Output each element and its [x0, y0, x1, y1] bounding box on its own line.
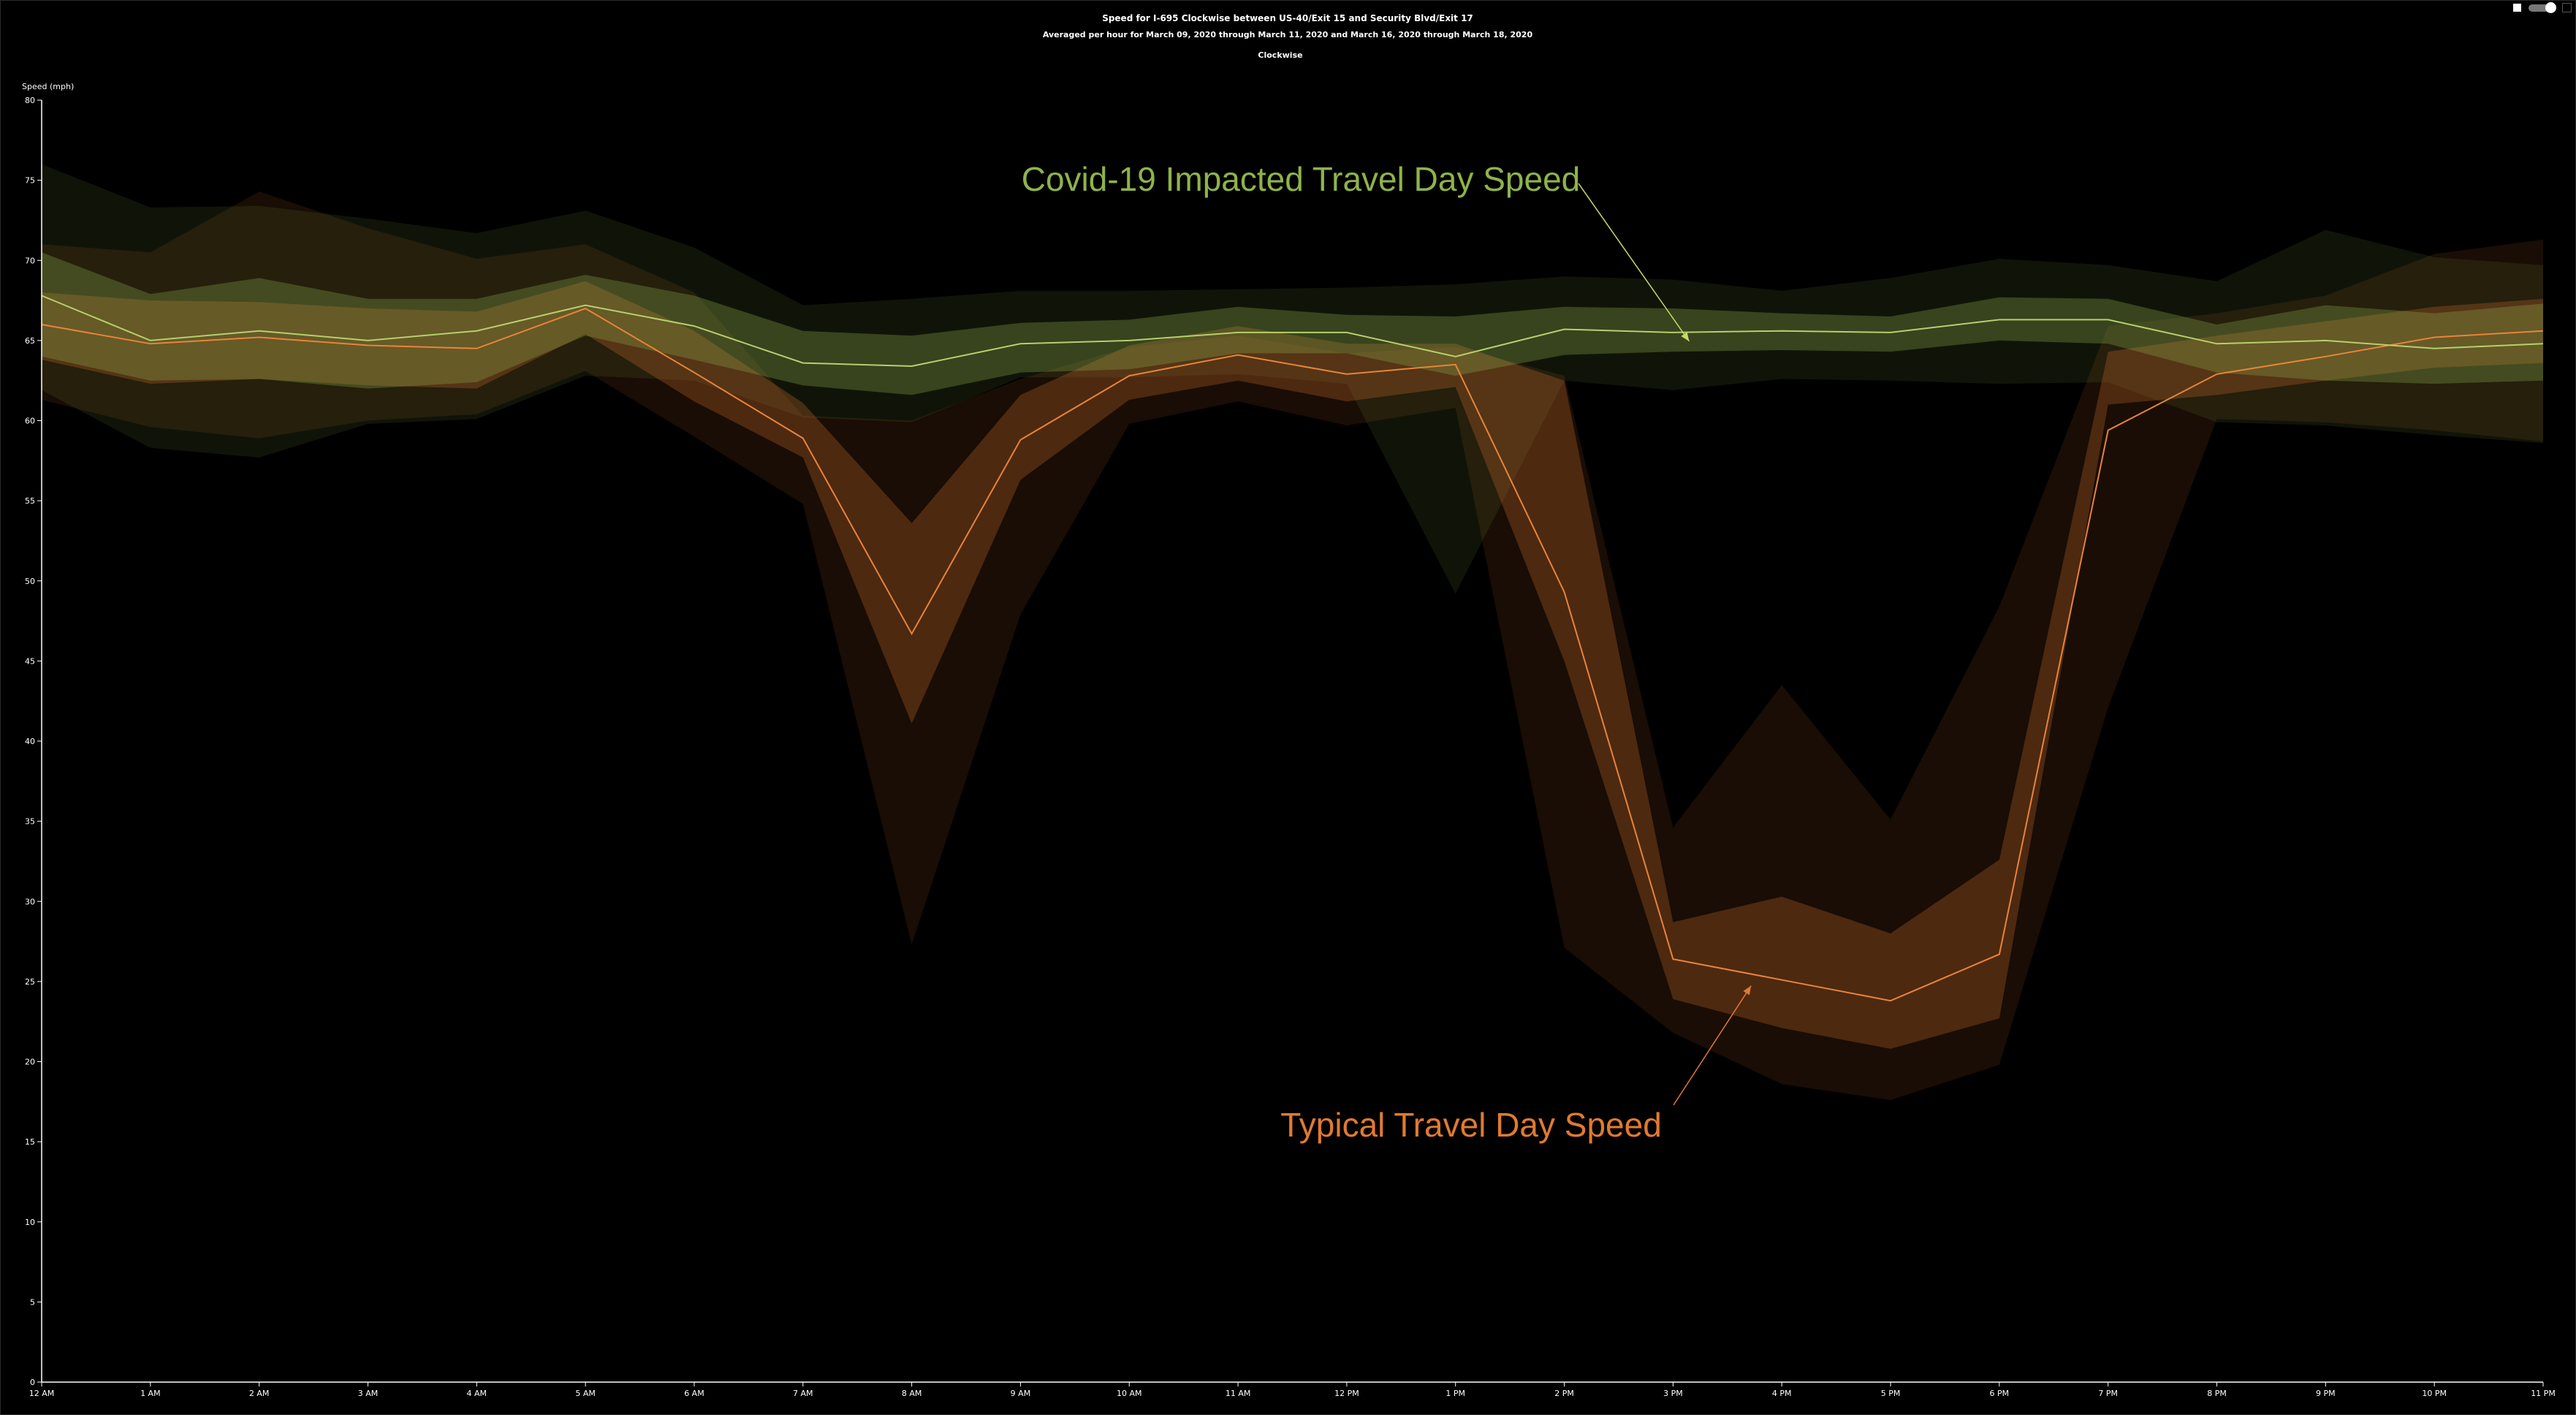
x-tick-label: 8 AM: [902, 1389, 922, 1398]
x-tick-label: 9 PM: [2316, 1389, 2336, 1398]
chart-header: Speed for I-695 Clockwise between US-40/…: [1043, 13, 1533, 60]
covid-series-line: [41, 295, 2544, 368]
y-tick-label: 70: [25, 256, 35, 265]
x-tick-label: 7 PM: [2098, 1389, 2118, 1398]
x-tick-label: 10 AM: [1117, 1389, 1142, 1398]
direction-label: Clockwise: [1258, 50, 1302, 60]
y-tick-label: 25: [25, 977, 35, 987]
toggle-knob-icon: [2545, 1, 2556, 13]
x-tick-label: 9 AM: [1011, 1389, 1031, 1398]
y-tick-label: 5: [30, 1297, 35, 1307]
y-tick-label: 15: [25, 1137, 35, 1147]
annotation-covid-arrowhead: [1681, 332, 1690, 341]
x-tick-label: 5 PM: [1881, 1389, 1901, 1398]
y-tick-label: 0: [30, 1378, 35, 1387]
x-tick-label: 4 AM: [467, 1389, 487, 1398]
x-tick-label: 6 AM: [684, 1389, 704, 1398]
band-layer: [42, 164, 2543, 1101]
y-tick-label: 60: [25, 417, 35, 426]
x-tick-label: 7 AM: [793, 1389, 813, 1398]
x-tick-label: 8 PM: [2207, 1389, 2227, 1398]
y-tick-label: 35: [25, 817, 35, 827]
covid-inner-band: [42, 252, 2543, 395]
chart-title: Speed for I-695 Clockwise between US-40/…: [1102, 13, 1473, 23]
typical-series-line: [41, 307, 2544, 1002]
y-tick-label: 75: [25, 176, 35, 186]
x-tick-label: 11 AM: [1226, 1389, 1251, 1398]
x-tick-label: 3 AM: [358, 1389, 379, 1398]
x-tick-label: 3 PM: [1663, 1389, 1683, 1398]
x-tick-label: 1 PM: [1445, 1389, 1465, 1398]
x-tick-label: 2 AM: [249, 1389, 270, 1398]
x-tick-label: 5 AM: [575, 1389, 596, 1398]
typical-inner-band: [42, 281, 2543, 1049]
y-tick-label: 10: [25, 1218, 35, 1227]
y-axis-label: Speed (mph): [22, 82, 74, 91]
y-tick-label: 55: [25, 496, 35, 506]
x-tick-label: 12 PM: [1334, 1389, 1359, 1398]
y-tick-label: 20: [25, 1058, 35, 1067]
toggle-switch[interactable]: [2528, 1, 2556, 13]
y-tick-label: 45: [25, 656, 35, 666]
y-tick-label: 50: [25, 577, 35, 586]
annotation-covid-arrow: [1578, 183, 1690, 342]
chart-subtitle: Averaged per hour for March 09, 2020 thr…: [1043, 30, 1533, 39]
y-tick-label: 40: [25, 737, 35, 746]
expand-icon[interactable]: [2562, 3, 2572, 12]
x-tick-label: 10 PM: [2422, 1389, 2447, 1398]
x-tick-label: 4 PM: [1772, 1389, 1792, 1398]
x-tick-label: 1 AM: [140, 1389, 161, 1398]
typical-outer-band: [42, 191, 2543, 1101]
y-tick-label: 30: [25, 897, 35, 906]
window-controls: [2513, 1, 2572, 13]
annotation-typical-arrow: [1673, 985, 1752, 1106]
x-tick-label: 12 AM: [29, 1389, 55, 1398]
covid-outer-band: [42, 164, 2543, 594]
x-tick-label: 11 PM: [2531, 1389, 2556, 1398]
y-tick-label: 65: [25, 336, 35, 346]
series-line-layer: [41, 295, 2544, 1002]
x-tick-label: 6 PM: [1990, 1389, 2010, 1398]
annotation-typical-arrowhead: [1743, 985, 1752, 995]
annotation-layer: Covid-19 Impacted Travel Day Speed Typic…: [1022, 160, 1752, 1144]
annotation-typical-label: Typical Travel Day Speed: [1280, 1106, 1662, 1144]
square-icon[interactable]: [2513, 4, 2521, 12]
axes-layer: 0 5 10 15 20 25 30 35 40 45 50 55 60 65 70 75 80 12 AM 1 A…: [25, 96, 2556, 1398]
annotation-covid-label: Covid-19 Impacted Travel Day Speed: [1022, 160, 1581, 198]
y-tick-label: 80: [25, 96, 35, 105]
x-tick-label: 2 PM: [1554, 1389, 1574, 1398]
